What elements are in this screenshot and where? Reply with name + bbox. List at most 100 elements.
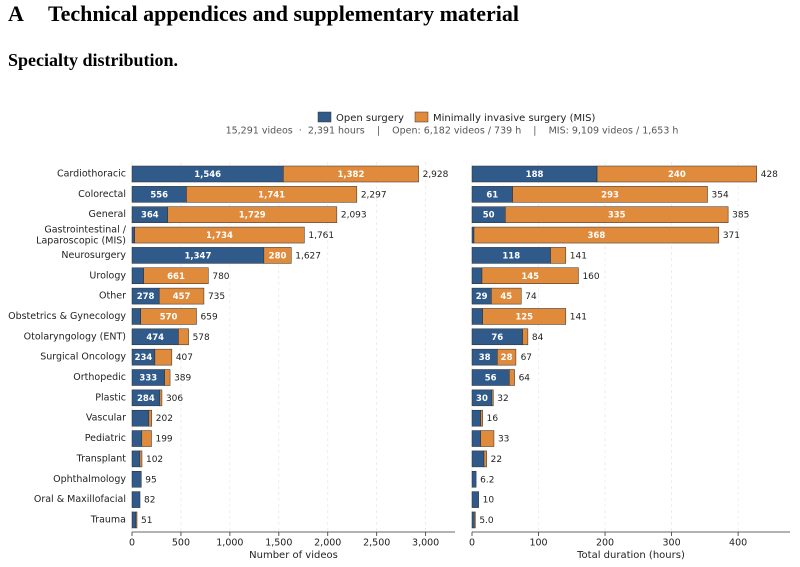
bar-label: 293 bbox=[601, 190, 619, 200]
bar-label: 661 bbox=[167, 272, 185, 282]
bar-segment bbox=[491, 287, 522, 305]
total-label: 141 bbox=[570, 312, 587, 322]
legend-label: Open surgery bbox=[336, 113, 404, 124]
bar-label: 284 bbox=[137, 394, 155, 404]
bar-segment bbox=[471, 450, 485, 468]
bar-segment bbox=[471, 471, 477, 488]
x-tick-label: 500 bbox=[172, 538, 190, 549]
bar-label: 30 bbox=[476, 394, 488, 404]
total-label: 84 bbox=[532, 333, 544, 343]
total-label: 780 bbox=[212, 272, 229, 282]
bar-segment bbox=[131, 491, 141, 508]
x-tick-label: 100 bbox=[529, 538, 547, 549]
x-tick-label: 1,000 bbox=[216, 538, 243, 549]
total-label: 33 bbox=[498, 435, 509, 445]
total-label: 306 bbox=[166, 394, 183, 404]
bar-segment bbox=[474, 511, 476, 529]
bar-label: 188 bbox=[526, 170, 544, 180]
bar-label: 76 bbox=[491, 333, 503, 343]
y-tick-label: Other bbox=[99, 291, 126, 302]
bar-segment bbox=[471, 226, 475, 244]
total-label: 1,627 bbox=[295, 251, 321, 261]
bar-segment bbox=[471, 267, 483, 284]
y-tick-label: Oral & Maxillofacial bbox=[34, 494, 126, 505]
bar-label: 368 bbox=[588, 231, 606, 241]
bar-segment bbox=[512, 186, 708, 203]
bar-segment bbox=[135, 511, 138, 529]
bar-segment bbox=[131, 267, 144, 284]
y-tick-label: Obstetrics & Gynecology bbox=[8, 311, 126, 322]
total-label: 389 bbox=[174, 374, 191, 384]
bar-segment bbox=[164, 369, 171, 386]
y-tick-label: Surgical Oncology bbox=[40, 352, 126, 363]
bar-segment bbox=[167, 206, 338, 223]
bar-segment bbox=[131, 471, 142, 488]
y-tick-label: Neurosurgery bbox=[61, 250, 126, 261]
y-tick-label: Otolaryngology (ENT) bbox=[24, 331, 126, 342]
section-number: A bbox=[8, 1, 24, 26]
x-tick-label: 1,500 bbox=[265, 538, 292, 549]
bar-segment bbox=[148, 409, 153, 427]
total-label: 578 bbox=[193, 333, 210, 343]
total-label: 16 bbox=[487, 414, 499, 424]
bar-label: 335 bbox=[608, 211, 626, 221]
bar-label: 364 bbox=[141, 211, 159, 221]
total-label: 82 bbox=[144, 496, 155, 506]
total-label: 354 bbox=[712, 190, 729, 200]
y-tick-label: Cardiothoracic bbox=[57, 169, 126, 180]
bar-label: 1,347 bbox=[184, 251, 211, 261]
y-tick-label: Pediatric bbox=[85, 433, 126, 444]
bar-segment bbox=[158, 287, 205, 305]
bar-segment bbox=[596, 165, 757, 183]
bar-segment bbox=[473, 226, 720, 244]
bar-label: 234 bbox=[135, 353, 153, 363]
total-label: 407 bbox=[176, 353, 193, 363]
y-tick-label: Gastrointestinal / Laparoscopic (MIS) bbox=[36, 224, 127, 246]
bar-segment bbox=[159, 389, 163, 407]
x-tick-label: 400 bbox=[729, 538, 747, 549]
bar-segment bbox=[141, 430, 152, 447]
y-tick-label: General bbox=[89, 209, 126, 220]
bar-label: 570 bbox=[160, 312, 178, 322]
bar-segment bbox=[131, 226, 135, 244]
legend-label: Minimally invasive surgery (MIS) bbox=[433, 113, 595, 124]
bar-segment bbox=[480, 409, 483, 427]
total-label: 64 bbox=[519, 374, 531, 384]
bar-label: 28 bbox=[501, 353, 513, 363]
bar-segment bbox=[491, 389, 494, 407]
x-axis-label: Total duration (hours) bbox=[576, 550, 685, 561]
bar-segment bbox=[482, 308, 567, 325]
total-label: 160 bbox=[582, 272, 599, 282]
total-label: 6.2 bbox=[480, 475, 494, 485]
total-label: 32 bbox=[497, 394, 508, 404]
bar-segment bbox=[522, 328, 529, 346]
legend-swatch bbox=[317, 111, 332, 123]
total-label: 199 bbox=[155, 435, 172, 445]
bar-segment bbox=[131, 450, 141, 468]
bar-label: 280 bbox=[269, 251, 287, 261]
bar-label: 1,546 bbox=[194, 170, 221, 180]
total-label: 95 bbox=[145, 475, 156, 485]
bar-segment bbox=[471, 430, 481, 447]
y-tick-label: Trauma bbox=[90, 514, 126, 525]
y-tick-label: Orthopedic bbox=[73, 372, 126, 383]
bar-label: 38 bbox=[479, 353, 491, 363]
bar-segment bbox=[134, 226, 305, 244]
bar-label: 50 bbox=[483, 211, 495, 221]
x-tick-label: 2,000 bbox=[314, 538, 341, 549]
bar-label: 240 bbox=[668, 170, 686, 180]
bar-label: 56 bbox=[485, 374, 497, 384]
x-tick-label: 0 bbox=[469, 538, 475, 549]
bar-segment bbox=[483, 450, 487, 468]
total-label: 2,093 bbox=[341, 211, 367, 221]
bar-segment bbox=[497, 348, 517, 366]
bar-segment bbox=[509, 369, 515, 386]
total-label: 51 bbox=[141, 516, 152, 526]
y-tick-label: Urology bbox=[89, 270, 126, 281]
total-label: 2,928 bbox=[423, 170, 449, 180]
bar-label: 125 bbox=[515, 312, 533, 322]
bar-segment bbox=[178, 328, 189, 346]
bar-segment bbox=[131, 430, 143, 447]
section-title: Technical appendices and supplementary m… bbox=[48, 1, 519, 26]
x-tick-label: 300 bbox=[663, 538, 681, 549]
